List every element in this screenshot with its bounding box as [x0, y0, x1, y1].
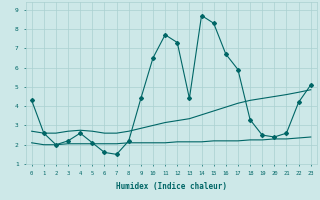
X-axis label: Humidex (Indice chaleur): Humidex (Indice chaleur) — [116, 182, 227, 191]
